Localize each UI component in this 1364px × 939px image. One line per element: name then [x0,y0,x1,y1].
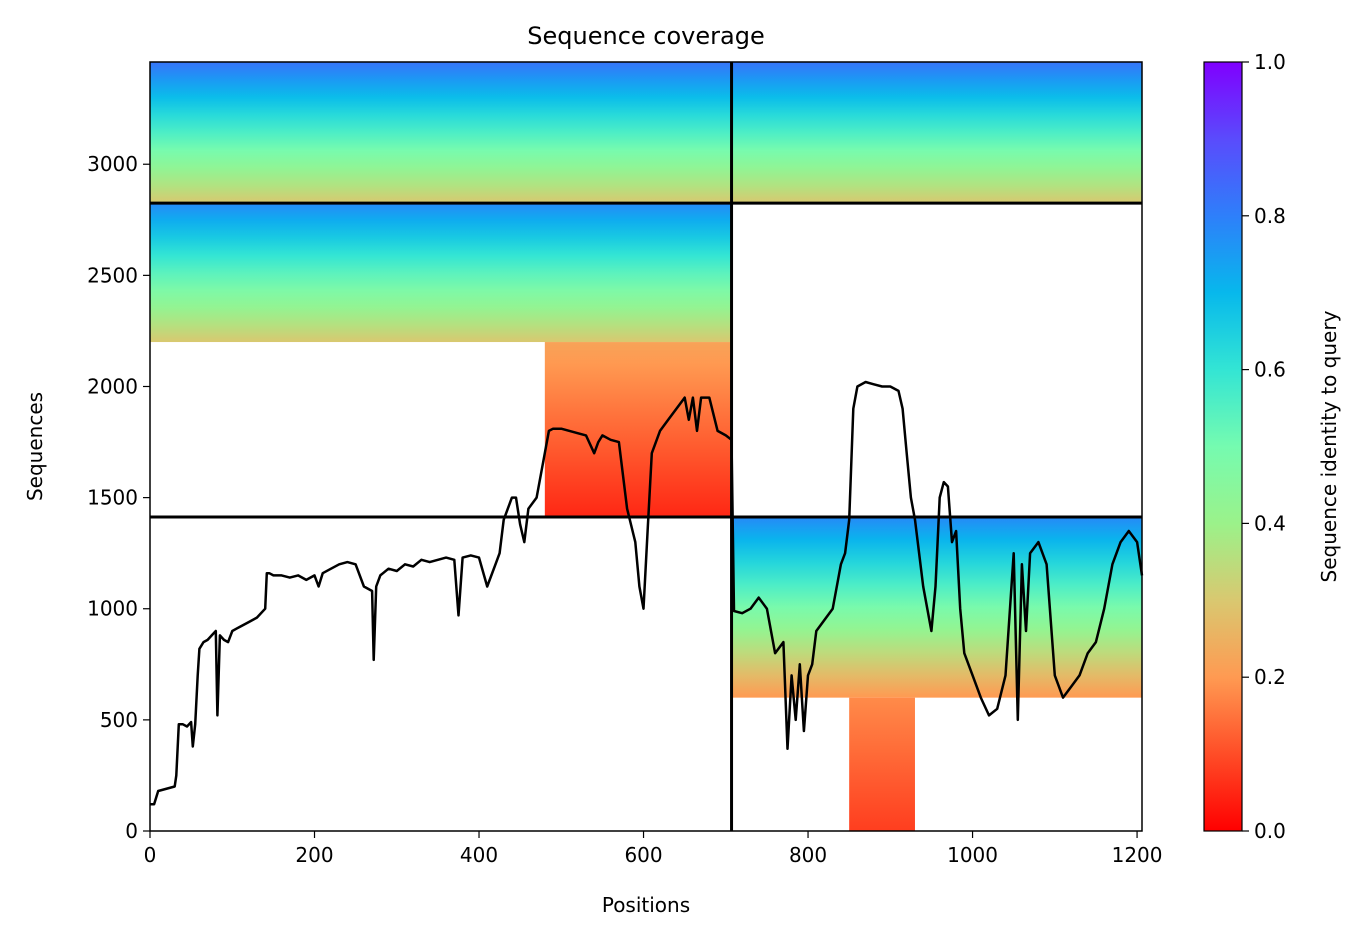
y-axis-ticks: 0 500 1000 1500 2000 2500 3000 [87,152,150,843]
x-tick-label: 1000 [947,843,998,867]
colorbar [1203,61,1243,832]
x-tick-label: 200 [295,843,333,867]
colorbar-tick-label: 0.8 [1254,204,1286,228]
y-tick-label: 0 [125,819,138,843]
y-tick-label: 1000 [87,597,138,621]
y-tick-label: 2500 [87,263,138,287]
x-tick-label: 1200 [1112,843,1163,867]
colorbar-tick-label: 0.2 [1254,665,1286,689]
plot-frame [149,61,1143,832]
coverage-block [544,342,732,517]
y-tick-label: 2000 [87,374,138,398]
x-axis-label: Positions [602,893,690,917]
x-axis-ticks: 0 200 400 600 800 1000 1200 [144,831,1163,867]
colorbar-label: Sequence identity to query [1317,310,1341,582]
colorbar-tick-label: 0.0 [1254,819,1286,843]
chart-title: Sequence coverage [527,22,764,50]
coverage-block [849,697,915,831]
colorbar-tick-label: 0.6 [1254,358,1286,382]
x-tick-label: 800 [789,843,827,867]
y-tick-label: 1500 [87,486,138,510]
x-tick-label: 400 [460,843,498,867]
coverage-block [731,62,1142,204]
x-tick-label: 600 [624,843,662,867]
colorbar-tick-label: 0.4 [1254,511,1286,535]
y-tick-label: 500 [100,708,138,732]
colorbar-ticks: 0.0 0.2 0.4 0.6 0.8 1.0 [1242,50,1286,843]
x-tick-label: 0 [144,843,157,867]
coverage-line [150,380,1144,806]
coverage-line-layer [150,380,1144,806]
colorbar-tick-label: 1.0 [1254,50,1286,74]
y-axis-label: Sequences [23,392,47,501]
coverage-block [150,203,732,343]
coverage-block [150,62,732,204]
coverage-blocks [150,62,1142,831]
y-tick-label: 3000 [87,152,138,176]
partition-dividers [150,62,1142,831]
